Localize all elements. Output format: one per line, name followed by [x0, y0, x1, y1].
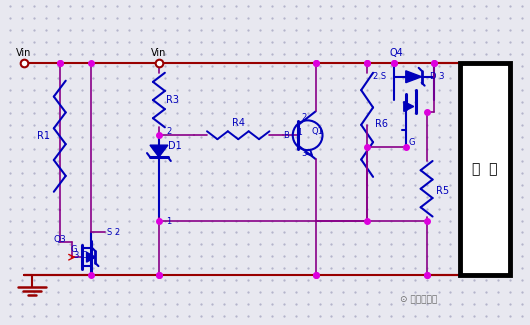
- Text: G: G: [70, 245, 77, 254]
- Text: ⊙ 电路一点通: ⊙ 电路一点通: [400, 295, 437, 304]
- Text: R5: R5: [436, 186, 449, 196]
- Text: Vin: Vin: [16, 48, 32, 58]
- Text: R6: R6: [375, 119, 387, 129]
- Text: 2: 2: [301, 113, 306, 122]
- Text: B: B: [283, 131, 289, 140]
- Text: R3: R3: [166, 95, 179, 105]
- Text: G: G: [409, 138, 415, 147]
- Text: S 2: S 2: [107, 228, 120, 237]
- Text: 负  载: 负 载: [472, 162, 498, 176]
- Text: Q1: Q1: [312, 127, 323, 136]
- FancyBboxPatch shape: [461, 63, 510, 275]
- Text: 1: 1: [166, 217, 171, 226]
- Text: 2: 2: [166, 127, 171, 136]
- Text: D 3: D 3: [430, 72, 445, 81]
- Polygon shape: [150, 145, 168, 157]
- Polygon shape: [406, 71, 422, 83]
- Text: 3: 3: [301, 149, 306, 158]
- Text: 1: 1: [297, 128, 302, 137]
- Text: R4: R4: [232, 118, 245, 128]
- Text: Vin: Vin: [151, 48, 166, 58]
- Text: Q4: Q4: [390, 48, 404, 58]
- Text: R1: R1: [38, 131, 50, 141]
- Text: Q3: Q3: [54, 235, 66, 244]
- Text: 2 S: 2 S: [374, 72, 386, 81]
- Text: D1: D1: [168, 141, 182, 151]
- Text: 3 D: 3 D: [74, 251, 89, 260]
- Polygon shape: [404, 101, 414, 111]
- Polygon shape: [86, 252, 95, 262]
